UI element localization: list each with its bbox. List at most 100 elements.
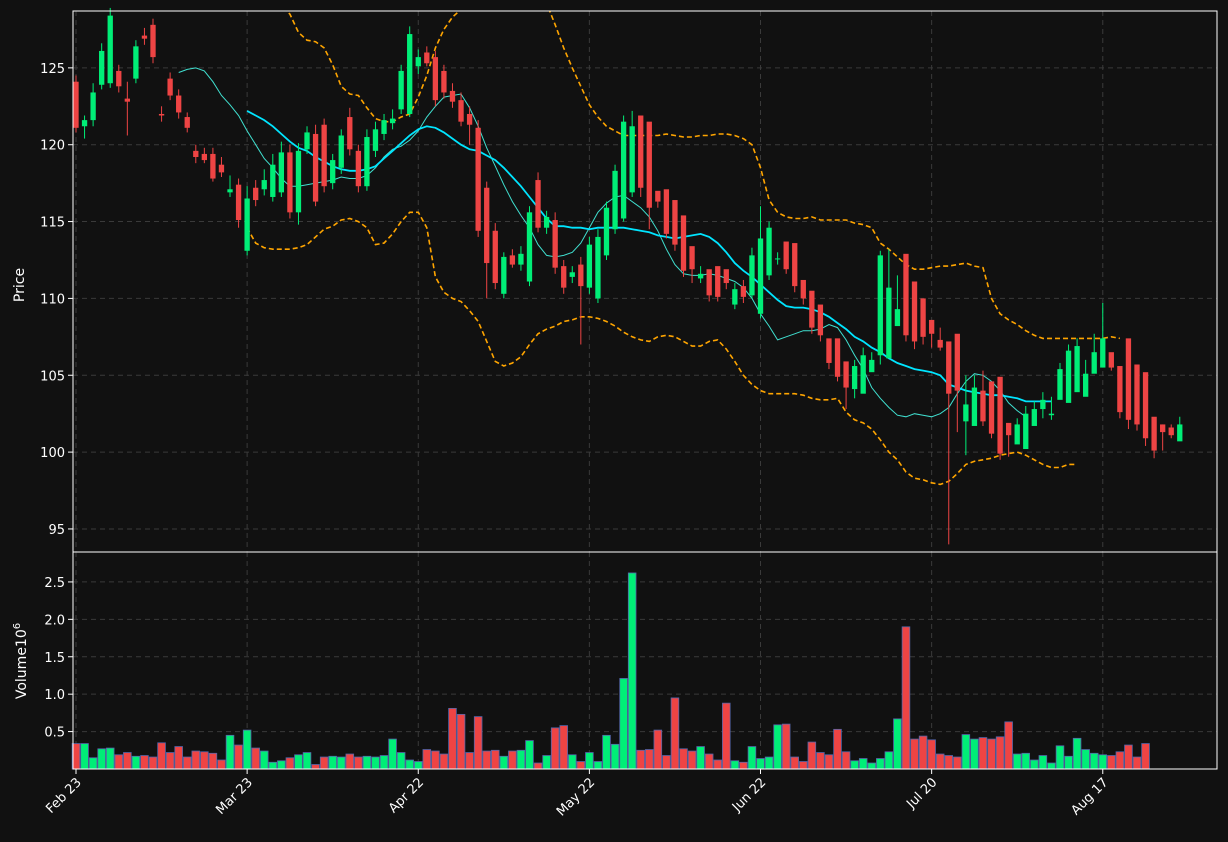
candle-up: [757, 238, 764, 314]
candle-down: [809, 290, 815, 328]
candle-down: [988, 381, 995, 434]
volume-bar: [516, 749, 526, 770]
volume-bar: [140, 755, 149, 770]
volume-bar: [970, 738, 979, 770]
price-panel: 95 100 105 110 115 120 125 Price: [12, 7, 1218, 553]
price-tick-label: 95: [48, 523, 65, 538]
volume-bar: [508, 750, 517, 770]
candle-up: [612, 170, 618, 230]
volume-bar: [174, 746, 183, 770]
candle-down: [484, 187, 490, 264]
volume-bar: [927, 739, 936, 770]
volume-bar: [790, 756, 799, 770]
candle-down: [928, 319, 935, 334]
volume-bar: [1021, 752, 1031, 770]
volume-axis-ticks: 0.5 1.0 1.5 2.0 2.5: [44, 576, 73, 741]
volume-bar: [242, 729, 252, 770]
candle-down: [740, 286, 747, 297]
volume-bar: [251, 747, 260, 770]
volume-bar: [687, 750, 697, 770]
volume-bar: [1141, 743, 1150, 770]
volume-bar: [696, 746, 705, 770]
candle-up: [107, 15, 113, 84]
volume-bar: [550, 727, 560, 770]
volume-bar: [448, 707, 457, 770]
candle-down: [141, 35, 148, 39]
candle-up: [697, 273, 704, 279]
volume-bar: [345, 753, 355, 770]
candle-up: [586, 244, 593, 288]
volume-bar: [422, 749, 432, 770]
volume-bar: [1132, 756, 1142, 770]
candle-up: [338, 135, 344, 168]
volume-bar: [961, 734, 971, 770]
price-tick-label: 105: [40, 369, 65, 384]
price-tick-label: 115: [40, 216, 65, 231]
candle-down: [937, 339, 943, 348]
volume-bar: [722, 702, 731, 770]
candle-down: [1117, 366, 1123, 413]
volume-bar: [362, 755, 372, 770]
candle-up: [372, 129, 379, 151]
volume-bar: [602, 734, 611, 770]
candle-up: [407, 34, 413, 114]
volume-bar: [867, 762, 876, 770]
candle-down: [218, 164, 225, 173]
volume-bar: [208, 752, 218, 770]
candle-down: [997, 376, 1003, 454]
candle-up: [398, 70, 404, 110]
candle-down: [176, 95, 182, 113]
candle-up: [749, 255, 755, 296]
candle-up: [261, 180, 267, 190]
volume-bar: [893, 718, 902, 770]
price-tick-label: 100: [40, 446, 65, 461]
volume-bar: [259, 750, 269, 770]
candle-down: [167, 78, 173, 96]
candle-up: [971, 387, 978, 426]
candle-down: [792, 243, 798, 287]
volume-bar: [799, 761, 808, 770]
volume-bar: [1038, 755, 1048, 770]
volume-exponent: 6: [12, 623, 23, 629]
candle-down: [680, 215, 687, 271]
candle-up: [81, 120, 88, 127]
volume-bar: [1089, 752, 1099, 770]
candle-down: [817, 304, 824, 336]
volume-bar: [773, 724, 782, 770]
candle-down: [1168, 427, 1174, 436]
candle-up: [133, 46, 139, 79]
volume-bar: [473, 716, 483, 770]
price-tick-label: 120: [40, 139, 65, 154]
volume-bar: [533, 762, 543, 770]
candle-down: [1160, 424, 1166, 433]
volume-bar: [901, 626, 911, 770]
candle-up: [1091, 352, 1097, 374]
candle-down: [1151, 416, 1157, 451]
candle-down: [1125, 338, 1132, 420]
volume-tick-label: 1.0: [44, 688, 65, 703]
volume-panel: 0.5 1.0 1.5 2.0 2.5 Volume106: [12, 551, 1218, 770]
volume-bar: [679, 748, 688, 770]
candle-down: [449, 90, 456, 102]
volume-bar: [1107, 755, 1116, 770]
volume-bar: [328, 755, 337, 770]
volume-bar: [88, 757, 98, 770]
volume-bar: [431, 750, 440, 770]
candle-up: [1023, 413, 1029, 450]
volume-bar: [114, 754, 124, 770]
volume-bar: [833, 728, 842, 770]
volume-bar: [704, 753, 714, 770]
candle-up: [1048, 413, 1055, 416]
volume-bar: [414, 761, 423, 770]
volume-bar: [336, 756, 346, 770]
candle-up: [1065, 350, 1072, 403]
volume-bar: [388, 738, 397, 770]
candle-down: [158, 113, 165, 116]
volume-bar: [653, 729, 663, 770]
candle-up: [295, 150, 302, 213]
volume-bar: [876, 758, 885, 770]
volume-bar: [978, 737, 988, 770]
candle-up: [963, 404, 969, 422]
volume-bar: [585, 752, 594, 770]
volume-bars: [71, 572, 1150, 770]
